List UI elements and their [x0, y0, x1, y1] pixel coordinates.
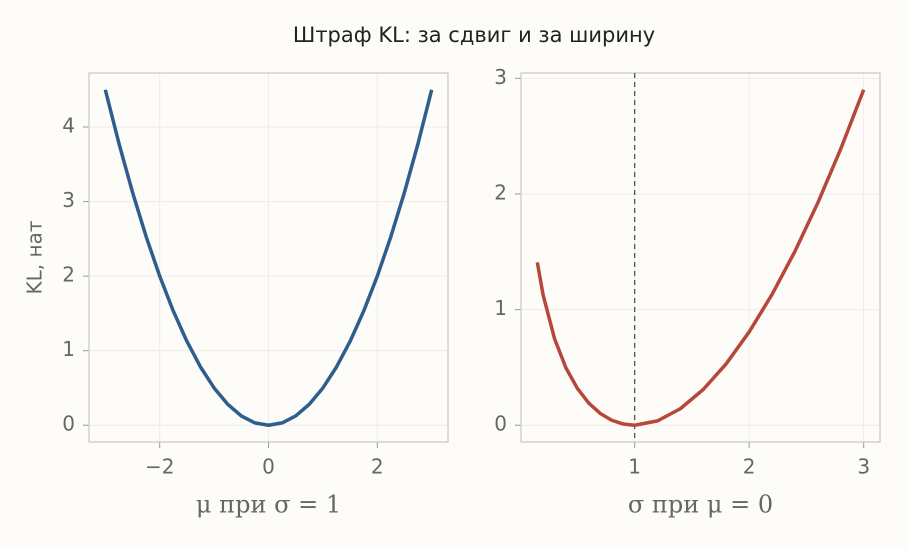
line-series	[535, 89, 866, 427]
x-tick-label: 1	[628, 455, 641, 479]
plot-frame	[88, 72, 449, 443]
y-tick-label: 0	[62, 412, 75, 436]
y-tick-label: 2	[494, 180, 507, 204]
x-tick-label: 2	[371, 455, 384, 479]
y-tick-label: 1	[62, 337, 75, 361]
line-series	[103, 89, 434, 427]
x-axis-label: μ при σ = 1	[196, 491, 341, 519]
y-tick-label: 4	[62, 114, 75, 138]
y-tick-label: 2	[62, 263, 75, 287]
y-tick-label: 0	[494, 412, 507, 436]
y-tick-label: 3	[62, 188, 75, 212]
x-axis-label: σ при μ = 0	[628, 491, 773, 519]
y-tick-label: 3	[494, 65, 507, 89]
plot-frame	[520, 72, 881, 443]
figure-title: Штраф KL: за сдвиг и за ширину	[293, 23, 655, 47]
y-tick-label: 1	[494, 296, 507, 320]
y-axis-label: KL, нат	[23, 220, 47, 294]
x-tick-label: 2	[743, 455, 756, 479]
x-tick-label: 0	[262, 455, 275, 479]
x-tick-label: −2	[145, 455, 174, 479]
x-tick-label: 3	[857, 455, 870, 479]
